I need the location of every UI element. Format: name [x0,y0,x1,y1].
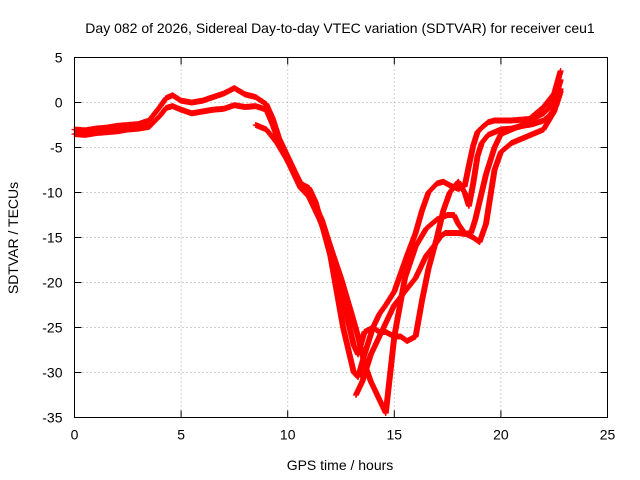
x-tick-label: 25 [600,427,616,443]
x-tick-label: 5 [177,427,185,443]
x-tick-label: 20 [493,427,509,443]
y-tick-label: -30 [42,365,62,381]
y-tick-label: -15 [42,230,62,246]
x-tick-label: 10 [280,427,296,443]
y-tick-label: -35 [42,410,62,426]
series-B [71,77,564,380]
y-tick-label: -10 [42,185,62,201]
chart-title: Day 082 of 2026, Sidereal Day-to-day VTE… [85,20,595,36]
y-tick-label: -5 [50,140,63,156]
y-tick-label: -25 [42,320,62,336]
x-axis-title: GPS time / hours [287,457,394,473]
grid-lines [74,57,608,418]
x-tick-label: 15 [387,427,403,443]
series-C [252,86,564,416]
data-points [71,68,564,416]
y-tick-label: -20 [42,275,62,291]
y-tick-label: 5 [55,50,63,66]
x-axis: 0 5 10 15 20 25 [71,57,616,443]
series-markers-C [253,87,564,415]
series-D [352,68,564,398]
y-axis: -35 -30 -25 -20 -15 -10 -5 0 5 [42,50,608,426]
y-axis-title: SDTVAR / TECUs [5,182,21,294]
series-markers-D [353,69,564,397]
x-tick-label: 0 [71,427,79,443]
y-tick-label: 0 [55,95,63,111]
